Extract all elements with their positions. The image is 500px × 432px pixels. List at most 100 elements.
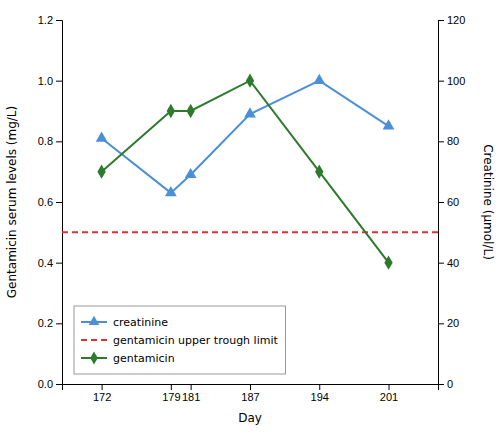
y-axis-line (56, 21, 63, 385)
tick-label: 194 (311, 391, 329, 403)
tick: 1.2 (38, 14, 62, 26)
x-axis-line (63, 385, 439, 391)
data-point (186, 104, 194, 118)
chart-container: 1721791811871942010.00.20.40.60.81.01.20… (0, 0, 500, 432)
tick-label: 1.2 (38, 14, 53, 26)
tick-label: 187 (241, 391, 259, 403)
tick-mark (438, 202, 444, 203)
tick: 0.2 (38, 317, 62, 329)
tick-label: 0.0 (38, 378, 53, 390)
tick-mark (171, 384, 172, 390)
tick-mark (319, 384, 320, 390)
tick-label: 20 (447, 317, 459, 329)
tick: 179 (162, 384, 180, 403)
legend-swatch (81, 339, 107, 341)
tick-mark (102, 384, 103, 390)
tick-label: 0.6 (38, 196, 53, 208)
tick-mark (56, 20, 62, 21)
tick-mark (56, 263, 62, 264)
data-point (167, 104, 175, 118)
y2-axis: 0 20 40 60 80 100 120 (438, 14, 465, 390)
tick-label: 0.8 (38, 135, 53, 147)
tick-label: 181 (182, 391, 200, 403)
tick-label: 80 (447, 135, 459, 147)
data-point (97, 164, 105, 178)
tick-mark (438, 384, 444, 385)
tick: 172 (93, 384, 111, 403)
data-point (96, 132, 108, 142)
series-line (102, 81, 389, 263)
tick-label: 0.4 (38, 257, 53, 269)
tick: 20 (438, 317, 459, 329)
y-axis-title: Gentamicin serum levels (mg/L) (5, 106, 19, 298)
tick-label: 172 (93, 391, 111, 403)
legend-item: creatinine (81, 316, 168, 329)
series-line (62, 231, 438, 233)
tick: 120 (438, 14, 465, 26)
tick-mark (438, 323, 444, 324)
tick: 194 (311, 384, 329, 403)
tick: 0 (438, 378, 453, 390)
plot-area (62, 73, 438, 269)
tick-label: 100 (447, 75, 465, 87)
data-point (246, 73, 254, 87)
tick-mark (250, 384, 251, 390)
tick: 0.4 (38, 257, 62, 269)
tick-label: 201 (380, 391, 398, 403)
tick-label: 179 (162, 391, 180, 403)
tick: 1.0 (38, 75, 62, 87)
legend-label: gentamicin (113, 352, 175, 365)
data-point (383, 119, 395, 129)
tick-mark (191, 384, 192, 390)
legend-marker (89, 316, 100, 325)
tick: 100 (438, 75, 465, 87)
series-line (102, 81, 389, 193)
tick-mark (389, 384, 390, 390)
tick: 181 (182, 384, 200, 403)
tick-mark (56, 141, 62, 142)
tick: 80 (438, 135, 459, 147)
tick-mark (438, 141, 444, 142)
tick-mark (438, 81, 444, 82)
legend-marker (90, 351, 98, 364)
y-axis: 0.0 0.2 0.4 0.6 0.8 1.0 1.2 (38, 14, 63, 390)
tick-label: 0 (447, 378, 453, 390)
data-point (313, 74, 325, 84)
tick-label: 40 (447, 257, 459, 269)
tick-mark (438, 20, 444, 21)
tick-label: 1.0 (38, 75, 53, 87)
tick-mark (56, 384, 62, 385)
tick-label: 120 (447, 14, 465, 26)
y2-axis-line (439, 21, 445, 385)
y2-axis-title: Creatinine (μmol/L) (481, 144, 495, 260)
x-axis-title: Day (238, 411, 262, 425)
legend: creatinine gentamicin upper trough limit g… (74, 306, 285, 374)
tick: 187 (241, 384, 259, 403)
legend-frame (74, 306, 285, 374)
tick-mark (56, 202, 62, 203)
legend-label: gentamicin upper trough limit (113, 334, 278, 347)
chart: 1721791811871942010.00.20.40.60.81.01.20… (0, 0, 500, 432)
data-point (165, 186, 177, 196)
data-point (185, 168, 197, 178)
legend-item: gentamicin (81, 351, 175, 364)
tick-label: 60 (447, 196, 459, 208)
tick-mark (56, 81, 62, 82)
tick: 0.8 (38, 135, 62, 147)
tick-mark (56, 323, 62, 324)
tick-mark (438, 263, 444, 264)
data-point (315, 164, 323, 178)
tick-label: 0.2 (38, 317, 53, 329)
legend-label: creatinine (113, 316, 168, 329)
series (96, 74, 395, 196)
tick: 40 (438, 257, 459, 269)
tick: 201 (380, 384, 398, 403)
tick: 60 (438, 196, 459, 208)
tick: 0.0 (38, 378, 62, 390)
series (97, 73, 392, 269)
x-axis: 172 179181 187 194 201 (63, 384, 439, 403)
series (62, 232, 438, 233)
tick: 0.6 (38, 196, 62, 208)
data-point (244, 107, 256, 117)
legend-item: gentamicin upper trough limit (81, 334, 278, 347)
